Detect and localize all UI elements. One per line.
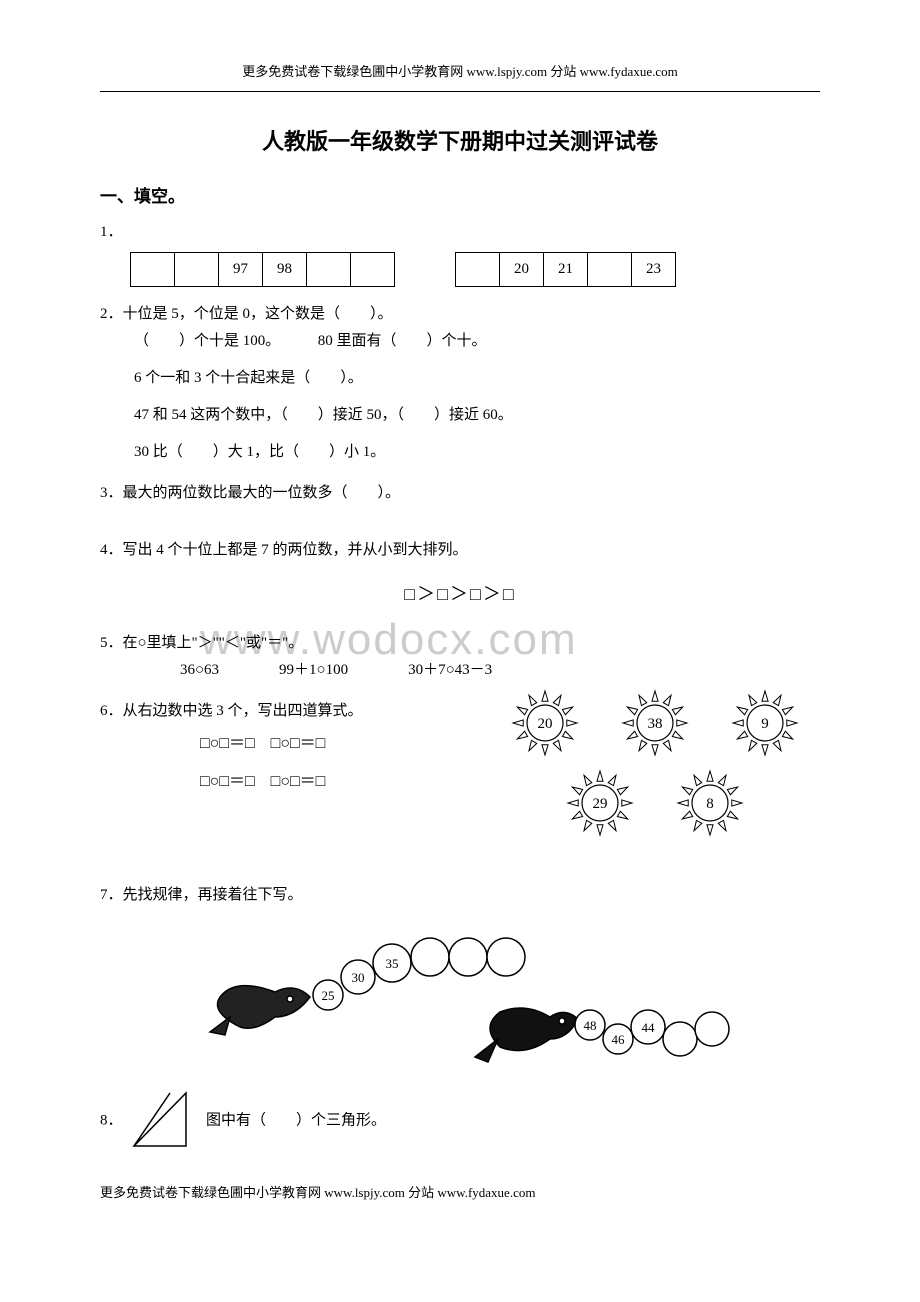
table-cell: 23 xyxy=(632,252,676,286)
svg-text:9: 9 xyxy=(761,716,769,732)
sun-icon: 9 xyxy=(730,688,800,758)
svg-text:20: 20 xyxy=(538,716,553,732)
q8-text: 图中有（ ）个三角形。 xyxy=(206,1112,386,1128)
question-6: 20 38 9 29 8 6．从右边数中选 3 个，写出四道算式。 □○□＝□ … xyxy=(100,698,820,868)
footer-text: 更多免费试卷下载绿色圃中小学教育网 www.lspjy.com 分站 www.f… xyxy=(100,1181,820,1204)
q2-line1: 2．十位是 5，个位是 0，这个数是（ ）。 xyxy=(100,301,820,328)
fish-1-icon xyxy=(218,986,311,1029)
table-cell: 98 xyxy=(263,252,307,286)
sun-badge: 29 xyxy=(565,768,635,848)
svg-text:29: 29 xyxy=(593,796,608,812)
bubble-48: 48 xyxy=(584,1018,597,1033)
sun-icon: 38 xyxy=(620,688,690,758)
header-text: 更多免费试卷下载绿色圃中小学教育网 www.lspjy.com 分站 www.f… xyxy=(100,60,820,83)
q2-line3: 6 个一和 3 个十合起来是（ ）。 xyxy=(100,365,820,392)
question-8: 8． 图中有（ ）个三角形。 xyxy=(100,1091,820,1151)
q4-text: 4．写出 4 个十位上都是 7 的两位数，并从小到大排列。 xyxy=(100,537,820,564)
pattern-diagram: 25 30 35 48 46 44 xyxy=(180,917,740,1077)
table-cell xyxy=(588,252,632,286)
q2-line5: 30 比（ ）大 1，比（ ）小 1。 xyxy=(100,439,820,466)
q8-label: 8． xyxy=(100,1112,123,1128)
q1-label: 1． xyxy=(100,224,123,240)
table-cell xyxy=(456,252,500,286)
sun-badge: 9 xyxy=(730,688,800,768)
table-cell: 97 xyxy=(219,252,263,286)
bubble-25: 25 xyxy=(322,988,335,1003)
question-1: 1． 9798 2021 23 xyxy=(100,219,820,287)
suns-diagram: 20 38 9 29 8 xyxy=(510,688,820,848)
table-cell xyxy=(351,252,395,286)
table-cell xyxy=(307,252,351,286)
q2-line4: 47 和 54 这两个数中，（ ）接近 50，（ ）接近 60。 xyxy=(100,402,820,429)
bubble-30: 30 xyxy=(352,970,365,985)
table-cell xyxy=(175,252,219,286)
q5-text: 5．在○里填上"＞""＜"或"＝"。 xyxy=(100,630,820,657)
q1-table-2: 2021 23 xyxy=(455,252,676,287)
table-cell: 21 xyxy=(544,252,588,286)
question-7: 7．先找规律，再接着往下写。 25 30 35 xyxy=(100,882,820,1077)
fish-2-icon xyxy=(490,1008,578,1051)
bubble-44: 44 xyxy=(642,1020,656,1035)
q1-tables: 9798 2021 23 xyxy=(130,252,820,287)
svg-text:8: 8 xyxy=(706,796,714,812)
q1-table-1: 9798 xyxy=(130,252,395,287)
q7-text: 7．先找规律，再接着往下写。 xyxy=(100,882,820,909)
triangle-diagram xyxy=(126,1091,196,1151)
question-3: 3．最大的两位数比最大的一位数多（ ）。 xyxy=(100,480,820,507)
svg-text:38: 38 xyxy=(648,716,663,732)
sun-icon: 29 xyxy=(565,768,635,838)
bubble-46: 46 xyxy=(612,1032,626,1047)
q4-boxes: □＞□＞□＞□ xyxy=(100,578,820,610)
sun-badge: 38 xyxy=(620,688,690,768)
bubble-35: 35 xyxy=(386,956,399,971)
sun-icon: 8 xyxy=(675,768,745,838)
question-5: 5．在○里填上"＞""＜"或"＝"。 36○63 99＋1○100 30＋7○4… xyxy=(100,630,820,684)
sun-icon: 20 xyxy=(510,688,580,758)
sun-badge: 20 xyxy=(510,688,580,768)
question-2: 2．十位是 5，个位是 0，这个数是（ ）。 （ ）个十是 100。 80 里面… xyxy=(100,301,820,466)
section-1-heading: 一、填空。 xyxy=(100,182,820,213)
q2-line2: （ ）个十是 100。 80 里面有（ ）个十。 xyxy=(100,328,820,355)
header-rule xyxy=(100,91,820,92)
q5-items: 36○63 99＋1○100 30＋7○43－3 xyxy=(100,657,820,684)
question-4: 4．写出 4 个十位上都是 7 的两位数，并从小到大排列。 xyxy=(100,537,820,564)
sun-badge: 8 xyxy=(675,768,745,848)
table-cell xyxy=(131,252,175,286)
table-cell: 20 xyxy=(500,252,544,286)
page-title: 人教版一年级数学下册期中过关测评试卷 xyxy=(100,122,820,162)
